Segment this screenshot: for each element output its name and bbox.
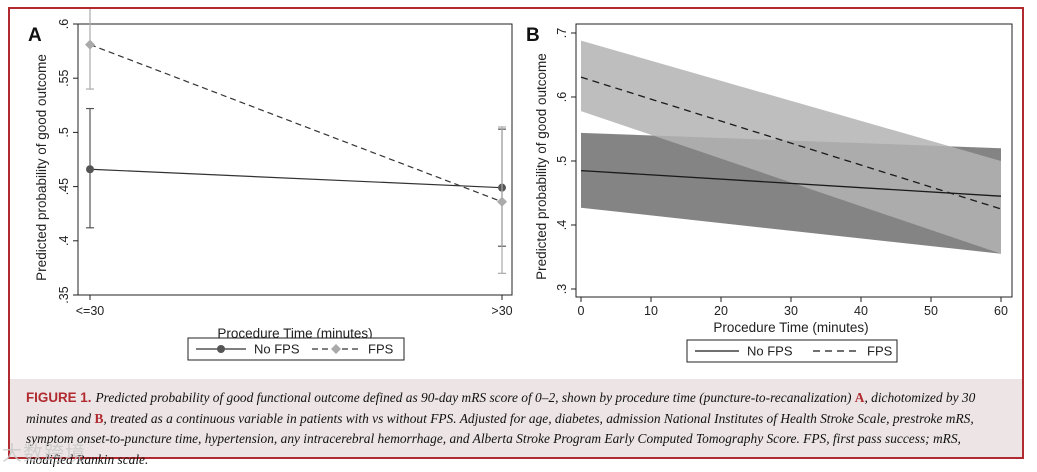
x-axis-label-a: Procedure Time (minutes) xyxy=(217,326,372,341)
y-tick-label-a: .35 xyxy=(57,286,71,303)
point-fps-a xyxy=(85,39,95,50)
caption-text: Predicted probability of good functional… xyxy=(95,390,855,405)
caption-text: , treated as a continuous variable in pa… xyxy=(26,410,974,467)
y-tick-label-a: .45 xyxy=(57,178,71,195)
x-tick-label-b: 40 xyxy=(854,304,868,318)
x-tick-label-b: 20 xyxy=(714,304,728,318)
panel-label-b: B xyxy=(526,25,540,46)
watermark-text: 大数跨境 xyxy=(2,443,86,465)
figure-panels: A .35 .4 .45 .5 .55 .6 <=30 >30 Procedure Time (m… xyxy=(10,9,1022,379)
y-tick-label-b: .5 xyxy=(555,156,569,166)
point-fps-a xyxy=(497,196,507,207)
series-line-nofps-b xyxy=(580,169,1002,197)
caption-panel-ref: A xyxy=(854,390,865,405)
series-line-fps-a xyxy=(89,44,503,203)
y-tick-label-b: .7 xyxy=(555,28,569,38)
y-tick-label-b: .3 xyxy=(555,284,569,294)
series-line-fps-b xyxy=(580,76,1002,210)
caption-text: , dichotomized by 30 minutes and xyxy=(26,390,976,426)
point-nofps-a xyxy=(86,165,94,174)
x-tick-label-b: 0 xyxy=(578,304,585,318)
y-axis-label-b: Predicted probability of good outcome xyxy=(534,53,549,280)
y-tick-label-a: .55 xyxy=(57,69,71,86)
figure-caption: FIGURE 1. Predicted probability of good f… xyxy=(10,379,1022,467)
y-axis-label-a: Predicted probability of good outcome xyxy=(34,54,49,281)
legend-label-fps-a: FPS xyxy=(368,342,394,357)
x-tick-label-b: 10 xyxy=(644,304,658,318)
figure-frame: A .35 .4 .45 .5 .55 .6 <=30 >30 Procedure Time (m… xyxy=(8,7,1024,467)
caption-label: FIGURE 1. xyxy=(26,390,92,405)
legend-box-b xyxy=(686,339,898,363)
x-axis-label-b: Procedure Time (minutes) xyxy=(713,320,868,335)
ci-band-fps-b xyxy=(581,40,1001,254)
y-tick-label-b: .4 xyxy=(555,220,569,230)
x-tick-label-a: <=30 xyxy=(76,304,105,318)
chart-canvas: A .35 .4 .45 .5 .55 .6 <=30 >30 Procedure Time (m… xyxy=(28,9,1013,363)
legend-label-fps-b: FPS xyxy=(867,344,893,359)
series-line-nofps-a xyxy=(89,168,503,189)
y-tick-label-a: .4 xyxy=(57,236,71,246)
x-tick-label-b: 50 xyxy=(924,304,938,318)
legend-marker-fps-a xyxy=(331,344,341,354)
x-tick-label-a: >30 xyxy=(491,304,512,318)
legend-label-nofps-a: No FPS xyxy=(254,342,300,357)
legend-label-nofps-b: No FPS xyxy=(747,344,793,359)
x-tick-label-b: 60 xyxy=(994,304,1008,318)
x-tick-label-b: 30 xyxy=(784,304,798,318)
legend-box-a xyxy=(187,337,405,361)
y-tick-label-b: .6 xyxy=(555,92,569,102)
plot-area-a xyxy=(77,23,513,296)
panel-label-a: A xyxy=(28,25,42,46)
y-tick-label-a: .5 xyxy=(57,127,71,137)
caption-panel-ref: B xyxy=(94,410,104,426)
y-tick-label-a: .6 xyxy=(57,19,71,29)
legend-marker-nofps-a xyxy=(217,345,225,353)
